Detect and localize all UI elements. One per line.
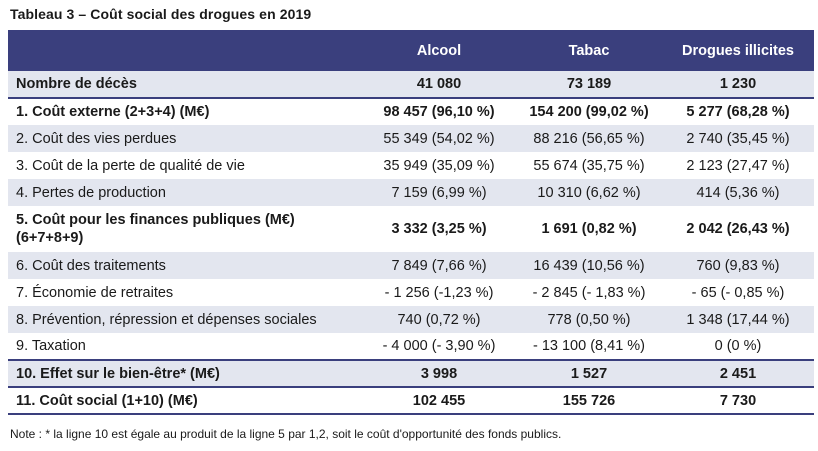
cost-table: Alcool Tabac Drogues illicites Nombre de… (8, 30, 814, 415)
cell-drogues-illicites: 2 740 (35,45 %) (686, 130, 790, 147)
cell-drogues-illicites: 760 (9,83 %) (696, 257, 780, 274)
table-row: 6. Coût des traitements 7 849 (7,66 %) 1… (8, 252, 814, 279)
cell-alcool: 3 998 (362, 359, 516, 387)
cell-tabac: 73 189 (566, 76, 612, 92)
cell-alcool: - 4 000 (- 3,90 %) (382, 338, 496, 354)
cell-alcool: 740 (0,72 %) (397, 311, 481, 328)
cell-drogues-illicites: 2 123 (27,47 %) (686, 157, 790, 174)
table-row: 5. Coût pour les finances publiques (M€)… (8, 206, 814, 252)
row-label: 1. Coût externe (2+3+4) (M€) (8, 97, 362, 125)
cell-drogues-illicites: 2 042 (26,43 %) (686, 221, 790, 237)
row-label: 6. Coût des traitements (16, 257, 166, 274)
cell-drogues-illicites: 1 348 (17,44 %) (686, 311, 790, 328)
table-row: 3. Coût de la perte de qualité de vie 35… (8, 152, 814, 179)
table-note: Note : * la ligne 10 est égale au produi… (10, 427, 562, 441)
cell-alcool: 98 457 (96,10 %) (362, 97, 516, 125)
cell-tabac: 10 310 (6,62 %) (537, 184, 641, 201)
column-header-tabac: Tabac (568, 42, 610, 59)
table-row: 9. Taxation - 4 000 (- 3,90 %) - 13 100 … (8, 333, 814, 360)
cell-drogues-illicites: 7 730 (662, 386, 814, 415)
cell-tabac: 778 (0,50 %) (547, 311, 631, 328)
row-label: 11. Coût social (1+10) (M€) (8, 386, 362, 415)
column-header-alcool: Alcool (416, 42, 462, 59)
cell-tabac: - 2 845 (- 1,83 %) (532, 284, 646, 301)
cell-alcool: 102 455 (362, 386, 516, 415)
cell-drogues-illicites: 414 (5,36 %) (696, 184, 780, 201)
column-header-drogues-illicites: Drogues illicites (681, 42, 794, 59)
cell-tabac: 155 726 (516, 386, 662, 415)
row-label: 10. Effet sur le bien-être* (M€) (8, 359, 362, 387)
row-label: Nombre de décès (16, 76, 137, 92)
table-row: 8. Prévention, répression et dépenses so… (8, 306, 814, 333)
cell-tabac: 1 691 (0,82 %) (541, 221, 637, 237)
cell-alcool: 41 080 (416, 76, 462, 92)
cell-drogues-illicites: 0 (0 %) (714, 338, 762, 354)
cell-tabac: 1 527 (516, 359, 662, 387)
cell-alcool: 35 949 (35,09 %) (383, 157, 495, 174)
cell-alcool: 3 332 (3,25 %) (391, 221, 487, 237)
table-row: 2. Coût des vies perdues 55 349 (54,02 %… (8, 125, 814, 152)
table-title: Tableau 3 – Coût social des drogues en 2… (10, 6, 312, 22)
row-label: 2. Coût des vies perdues (16, 130, 177, 147)
row-label: 9. Taxation (16, 338, 86, 354)
cell-alcool: 7 159 (6,99 %) (391, 184, 487, 201)
table-row: 1. Coût externe (2+3+4) (M€) 98 457 (96,… (8, 97, 814, 125)
row-label: 4. Pertes de production (16, 184, 166, 201)
cell-alcool: 7 849 (7,66 %) (391, 257, 487, 274)
table-row: 7. Économie de retraites - 1 256 (-1,23 … (8, 279, 814, 306)
cell-drogues-illicites: - 65 (- 0,85 %) (691, 284, 785, 301)
table-row: 11. Coût social (1+10) (M€) 102 455 155 … (8, 386, 814, 415)
row-label: 3. Coût de la perte de qualité de vie (16, 157, 245, 174)
header-blank-cell (8, 30, 362, 71)
cell-drogues-illicites: 1 230 (719, 76, 757, 92)
table-row: 4. Pertes de production 7 159 (6,99 %) 1… (8, 179, 814, 206)
cell-alcool: - 1 256 (-1,23 %) (384, 284, 494, 301)
table-row: Nombre de décès 41 080 73 189 1 230 (8, 71, 814, 98)
cell-tabac: 55 674 (35,75 %) (533, 157, 645, 174)
table-header-row: Alcool Tabac Drogues illicites (8, 30, 814, 71)
cell-tabac: - 13 100 (8,41 %) (532, 338, 646, 354)
cell-tabac: 154 200 (99,02 %) (516, 97, 662, 125)
cell-tabac: 88 216 (56,65 %) (533, 130, 645, 147)
cell-tabac: 16 439 (10,56 %) (533, 257, 645, 274)
cell-drogues-illicites: 5 277 (68,28 %) (662, 97, 814, 125)
table-row: 10. Effet sur le bien-être* (M€) 3 998 1… (8, 359, 814, 387)
row-label: 8. Prévention, répression et dépenses so… (16, 311, 317, 328)
cell-drogues-illicites: 2 451 (662, 359, 814, 387)
cell-alcool: 55 349 (54,02 %) (383, 130, 495, 147)
row-label: 5. Coût pour les finances publiques (M€)… (16, 212, 295, 246)
row-label: 7. Économie de retraites (16, 284, 174, 301)
